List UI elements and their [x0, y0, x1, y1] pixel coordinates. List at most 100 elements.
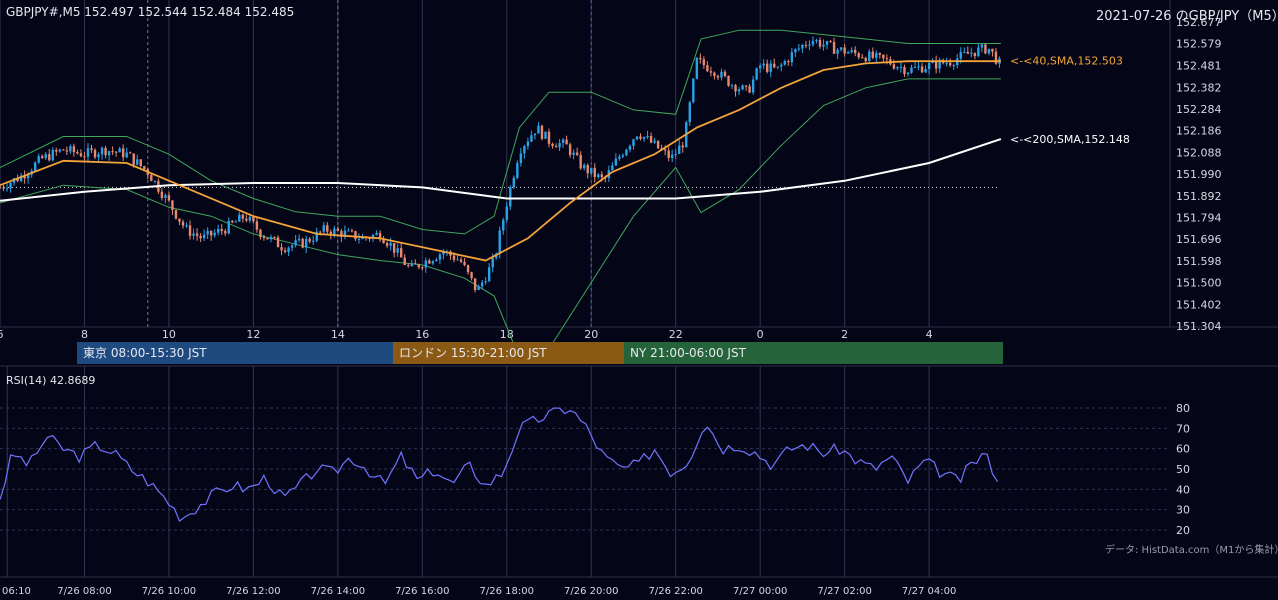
candle-body — [150, 174, 153, 182]
x-hour-tick-label: 10 — [162, 328, 176, 341]
candle-body — [389, 243, 392, 246]
candle-body — [977, 47, 980, 57]
price-tick-label: 151.990 — [1176, 168, 1222, 181]
candle-body — [72, 146, 76, 153]
candle-body — [670, 154, 674, 159]
candle-body — [51, 149, 54, 161]
candle-body — [575, 152, 579, 155]
x-hour-tick-label: 12 — [246, 328, 260, 341]
candle-body — [498, 230, 501, 254]
price-tick-label: 151.794 — [1176, 212, 1222, 225]
x-hour-tick-label: 4 — [926, 328, 933, 341]
candle-body — [780, 64, 783, 67]
candle-body — [984, 44, 987, 54]
candle-body — [586, 165, 589, 174]
x-hour-tick-label: 14 — [331, 328, 345, 341]
candle-body — [347, 230, 350, 232]
candle-body — [815, 40, 818, 42]
time-axis-tick-label: 7/26 22:00 — [648, 586, 702, 597]
candle-body — [392, 243, 396, 253]
candle-body — [653, 140, 656, 143]
candle-body — [811, 41, 815, 45]
candle-body — [178, 218, 181, 222]
candle-body — [899, 66, 903, 68]
candle-body — [561, 139, 565, 143]
candle-body — [195, 233, 199, 236]
candle-body — [58, 149, 62, 152]
candle-body — [600, 174, 603, 178]
time-axis-tick-label: 7/27 02:00 — [817, 586, 871, 597]
candle-body — [93, 149, 97, 158]
price-tick-label: 151.598 — [1176, 255, 1222, 268]
candle-body — [868, 51, 871, 62]
candle-body — [987, 48, 991, 54]
candle-body — [843, 47, 846, 54]
candle-body — [716, 76, 720, 78]
candle-body — [783, 61, 787, 65]
candle-body — [509, 187, 512, 207]
candle-body — [949, 62, 952, 66]
candle-body — [319, 231, 322, 233]
candle-body — [37, 156, 40, 163]
candle-body — [758, 65, 762, 69]
session-bar-tokyo: 東京 08:00-15:30 JST — [77, 342, 393, 364]
sma40-line — [0, 60, 1001, 262]
candle-body — [143, 166, 146, 170]
candle-body — [787, 61, 790, 63]
candle-body — [973, 52, 977, 57]
candle-body — [857, 53, 860, 58]
candle-body — [326, 225, 329, 232]
candle-body — [304, 238, 308, 248]
candle-body — [864, 57, 867, 62]
candle-body — [642, 136, 646, 139]
candle-body — [790, 52, 794, 63]
candle-body — [114, 151, 118, 153]
candle-body — [818, 40, 822, 47]
candle-body — [410, 263, 413, 267]
candle-body — [403, 257, 406, 265]
candle-body — [797, 48, 801, 50]
time-axis-tick-label: 7/26 10:00 — [142, 586, 196, 597]
candle-body — [773, 63, 776, 68]
candle-body — [79, 153, 83, 157]
candle-body — [477, 286, 480, 290]
time-axis-tick-label: 7/27 04:00 — [902, 586, 956, 597]
candle-body — [723, 71, 727, 76]
candle-body — [702, 59, 706, 66]
candle-body — [188, 225, 192, 236]
x-hour-tick-label: 20 — [584, 328, 598, 341]
candle-body — [734, 85, 737, 92]
candle-body — [276, 237, 280, 248]
candle-body — [565, 139, 568, 145]
session-label-tokyo: 東京 08:00-15:30 JST — [83, 346, 207, 360]
candle-body — [681, 145, 684, 148]
candle-body — [572, 152, 575, 155]
candle-body — [312, 240, 315, 242]
candle-body — [435, 259, 438, 262]
candle-body — [315, 231, 318, 241]
price-tick-label: 151.500 — [1176, 277, 1222, 290]
candle-body — [259, 229, 262, 238]
candle-body — [674, 153, 677, 155]
candle-body — [484, 281, 487, 283]
candle-body — [505, 206, 508, 220]
candle-body — [41, 156, 44, 159]
candle-body — [692, 78, 695, 103]
candle-body — [329, 231, 333, 235]
candle-body — [132, 153, 135, 165]
candle-body — [368, 237, 371, 239]
candle-body — [216, 229, 220, 233]
bollinger-lower-line — [0, 78, 1001, 359]
candle-body — [801, 44, 804, 49]
candle-body — [861, 57, 864, 59]
candle-body — [737, 89, 741, 92]
candle-body — [220, 229, 223, 231]
candle-body — [927, 63, 931, 70]
candle-body — [688, 102, 691, 123]
candle-body — [832, 42, 836, 54]
rsi-tick-label: 50 — [1176, 463, 1190, 476]
candle-body — [892, 64, 896, 69]
candle-body — [62, 149, 65, 151]
candle-body — [621, 155, 625, 157]
